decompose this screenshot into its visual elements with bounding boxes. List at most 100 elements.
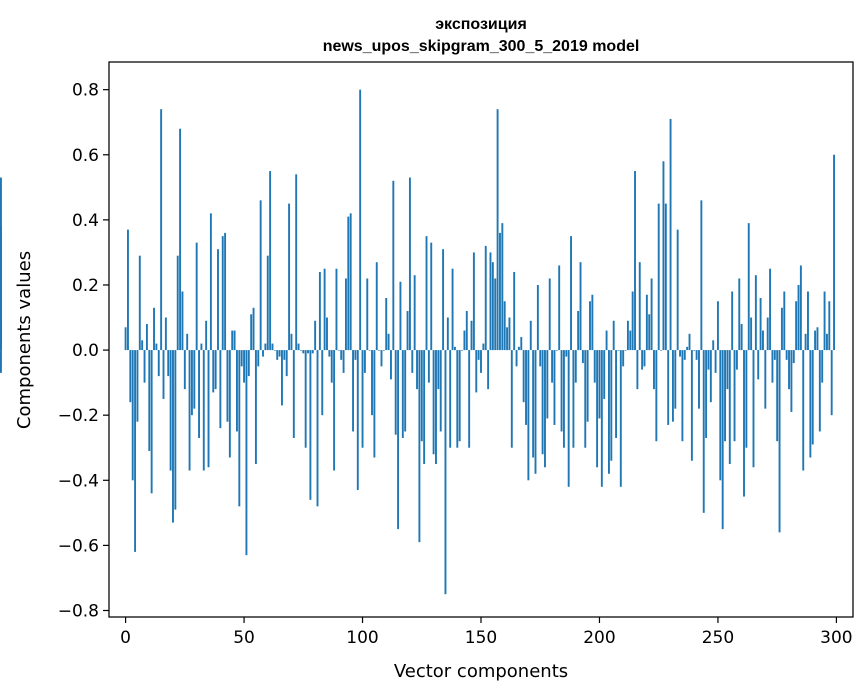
bar-222	[650, 278, 653, 351]
bar-189	[572, 350, 575, 448]
bar-16	[162, 350, 165, 399]
bar-250	[716, 301, 719, 351]
bar-152	[484, 245, 487, 351]
bar-95	[349, 213, 352, 351]
bar-21	[174, 350, 177, 510]
bar-195	[586, 350, 589, 422]
bar-226	[660, 350, 663, 351]
bar-26	[186, 333, 189, 351]
bar-217	[638, 262, 641, 351]
bar-7	[141, 340, 144, 351]
bar-67	[283, 350, 286, 360]
bar-81	[316, 350, 319, 507]
bar-124	[418, 350, 421, 543]
bar-282	[792, 350, 795, 364]
bar-120	[408, 177, 411, 351]
bar-24	[181, 291, 184, 351]
x-tick-label: 200	[583, 628, 615, 648]
bar-253	[724, 350, 726, 442]
bar-32	[200, 343, 203, 351]
chart-subtitle: news_upos_skipgram_300_5_2019 model	[323, 38, 640, 55]
bar-276	[778, 350, 781, 533]
bar-40	[219, 350, 222, 429]
bar-294	[821, 350, 824, 383]
x-tick-label: 250	[702, 628, 734, 648]
bar-229	[667, 350, 670, 425]
bar-83	[321, 350, 324, 416]
bar-156	[494, 278, 497, 351]
bar-90	[337, 350, 340, 351]
bar-234	[679, 350, 681, 357]
bar-56	[257, 350, 260, 367]
bar-3	[131, 350, 134, 481]
bar-98	[356, 350, 359, 491]
bar-140	[456, 350, 459, 448]
bar-101	[363, 350, 366, 373]
bar-256	[731, 291, 734, 351]
bar-96	[352, 350, 354, 432]
y-tick-label: −0.4	[58, 471, 99, 491]
bar-245	[705, 350, 708, 438]
bar-151	[482, 343, 485, 351]
bar-5	[136, 350, 139, 422]
bar-52	[247, 350, 250, 377]
bar-8	[143, 350, 146, 383]
bar-10	[148, 350, 151, 451]
bar-122	[413, 275, 416, 351]
bar-119	[406, 311, 409, 351]
bar-193	[581, 350, 584, 364]
bar-231	[671, 350, 674, 422]
bar-161	[506, 327, 509, 351]
bar-238	[688, 333, 691, 351]
bar-265	[752, 350, 755, 468]
bar-undefined	[0, 320, 2, 351]
bar-36	[209, 213, 212, 351]
bar-202	[603, 350, 606, 399]
bar-14	[157, 350, 160, 377]
bar-293	[818, 350, 821, 432]
bar-286	[802, 350, 805, 471]
bar-97	[354, 350, 357, 360]
x-axis: 0 50 100 150 200 250 300	[120, 617, 853, 648]
bar-180	[551, 350, 554, 383]
bar-135	[444, 350, 447, 595]
bar-87	[330, 350, 333, 383]
bar-undefined	[0, 350, 2, 373]
bar-undefined	[0, 226, 2, 351]
bar-143	[463, 330, 466, 351]
bar-137	[449, 350, 452, 448]
bar-179	[548, 278, 551, 351]
bar-34	[205, 320, 208, 351]
bar-88	[333, 350, 336, 471]
bar-35	[207, 350, 210, 468]
y-tick-label: 0.4	[72, 211, 99, 231]
bar-197	[591, 294, 594, 351]
bar-153	[487, 350, 490, 390]
bar-57	[259, 200, 262, 351]
bar-223	[653, 350, 655, 390]
bar-254	[726, 350, 729, 390]
bar-92	[342, 350, 345, 373]
bar-289	[809, 350, 812, 458]
bar-191	[577, 311, 580, 351]
y-tick-label: 0.6	[72, 146, 99, 166]
bar-216	[636, 350, 639, 390]
bar-297	[828, 301, 831, 351]
bar-175	[539, 350, 542, 367]
bar-174	[536, 284, 539, 351]
bar-184	[560, 350, 563, 432]
bar-215	[634, 171, 636, 351]
bar-208	[617, 350, 620, 351]
x-tick-label: 150	[465, 628, 497, 648]
bar-51	[245, 350, 248, 556]
bar-126	[423, 350, 426, 465]
bar-241	[695, 350, 698, 360]
bar-248	[712, 340, 715, 351]
bar-287	[804, 333, 807, 351]
bar-30	[195, 242, 198, 351]
bar-110	[385, 298, 388, 351]
bar-239	[690, 350, 693, 461]
bar-59	[264, 343, 267, 351]
bar-136	[446, 317, 449, 351]
bar-104	[371, 350, 373, 416]
